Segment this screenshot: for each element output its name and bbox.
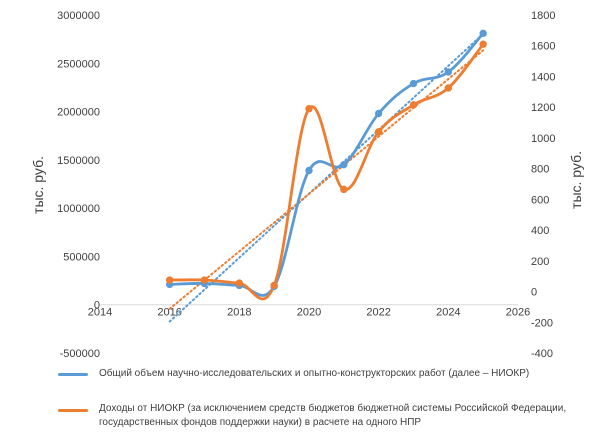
series-marker-1 — [479, 40, 487, 48]
series-marker-1 — [340, 185, 348, 194]
series-marker-1 — [200, 276, 209, 284]
y-tick-right: 1000 — [531, 133, 555, 145]
legend-label-income: Доходы от НИОКР (за исключением средств … — [99, 403, 567, 428]
y-tick-left: 1500000 — [57, 155, 100, 167]
series-marker-0 — [409, 79, 418, 88]
y-tick-right: 1200 — [531, 102, 555, 114]
x-axis-ticks: 2014 2016 2018 2020 2022 2024 2026 — [88, 307, 530, 319]
series-marker-1 — [235, 279, 244, 287]
y-tick-left: 0 — [94, 300, 100, 312]
y-tick-right: 1600 — [531, 41, 555, 53]
y-tick-right: 400 — [531, 225, 549, 237]
y-tick-right: 1800 — [531, 10, 555, 22]
y-tick-right: 0 — [531, 287, 537, 299]
x-tick: 2026 — [506, 307, 530, 319]
y-tick-left: 500000 — [63, 251, 100, 263]
x-tick: 2024 — [436, 307, 460, 319]
y-tick-left: 2000000 — [57, 107, 100, 119]
x-tick: 2014 — [88, 307, 112, 319]
series-line-0 — [168, 31, 485, 297]
series-marker-1 — [374, 128, 383, 136]
y-tick-right: -400 — [531, 348, 553, 360]
series-marker-0 — [479, 29, 487, 38]
series-marker-0 — [305, 166, 313, 175]
y-tick-right: 1400 — [531, 71, 555, 83]
y-axis-title-left: тыс. руб. — [30, 156, 46, 214]
trendlines — [168, 32, 485, 323]
left-axis-ticks: 3000000 2500000 2000000 1500000 1000000 50000… — [57, 10, 100, 360]
series-marker-1 — [305, 105, 313, 113]
series-lines — [168, 31, 485, 301]
legend-swatch-orange — [58, 409, 88, 412]
legend-label-niokr: Общий объем научно-исследовательских и о… — [99, 368, 530, 379]
series-marker-1 — [165, 276, 174, 284]
series-marker-0 — [444, 68, 453, 76]
series-marker-0 — [374, 109, 383, 118]
trendline-1 — [168, 49, 485, 310]
series-marker-0 — [340, 160, 348, 169]
y-tick-right: 200 — [531, 256, 549, 268]
series-marker-1 — [409, 101, 418, 109]
x-tick: 2018 — [227, 307, 251, 319]
y-tick-left: 3000000 — [57, 10, 100, 22]
y-tick-left: 1000000 — [57, 203, 100, 215]
series-marker-1 — [444, 84, 453, 92]
y-tick-right: 800 — [531, 164, 549, 176]
right-axis-ticks: 1800 1600 1400 1200 1000 800 600 400 200 0 -200 -40… — [531, 10, 555, 360]
legend-swatch-blue — [58, 373, 88, 376]
y-axis-title-right: тыс. руб. — [568, 151, 584, 209]
x-tick: 2022 — [366, 307, 390, 319]
y-tick-left: 2500000 — [57, 58, 100, 70]
y-tick-left: -500000 — [60, 348, 100, 360]
trendline-0 — [168, 32, 485, 323]
series-marker-1 — [270, 281, 278, 290]
y-tick-right: 600 — [531, 194, 549, 206]
series-line-1 — [168, 42, 485, 301]
y-tick-right: -200 — [531, 317, 553, 329]
x-tick: 2020 — [297, 307, 321, 319]
series-markers — [165, 29, 487, 291]
